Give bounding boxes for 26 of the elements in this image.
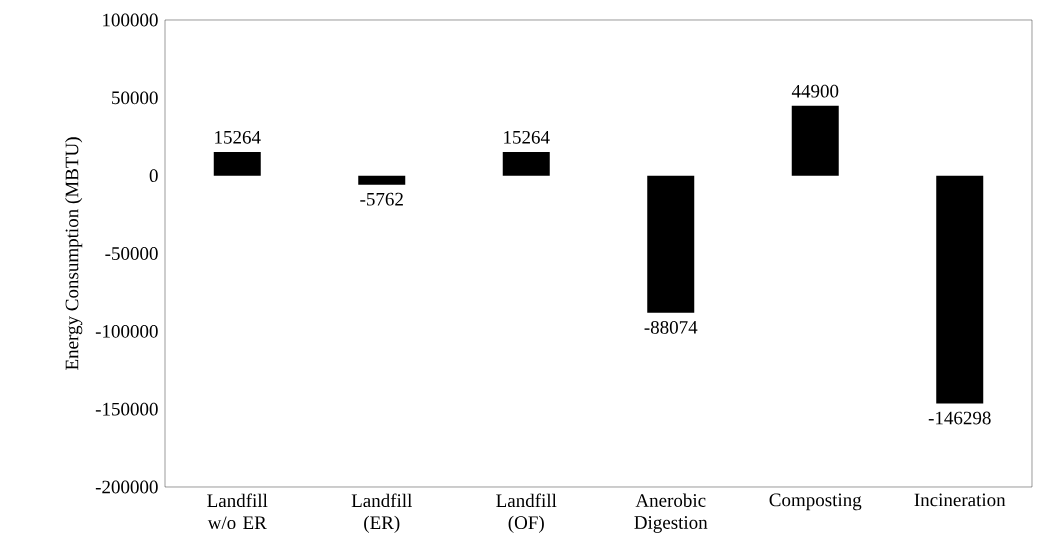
bar [791,105,839,176]
bar [936,175,984,404]
data-label: 15264 [504,130,550,144]
y-axis-title: Energy Consumption (MBTU) [65,137,83,370]
y-tick-label: 50000 [112,91,158,105]
x-tick-label: Landfill w/o ER [207,493,268,530]
y-tick-label: -150000 [95,402,158,416]
y-tick-label: 0 [149,169,158,183]
data-label: -146298 [928,411,991,425]
bar [213,151,261,176]
data-label: -88074 [644,320,698,334]
x-tick-label: Landfill (OF) [496,493,557,533]
x-tick-label: Anerobic Digestion [634,493,708,533]
bar [502,151,550,176]
x-tick-label: Landfill (ER) [351,493,412,533]
y-tick-label: -50000 [105,247,158,260]
y-tick-label: -200000 [95,480,158,494]
y-tick-label: 100000 [103,13,158,27]
y-tick-label: -100000 [95,324,158,338]
data-label: 15264 [215,130,261,144]
data-label: -5762 [360,192,403,206]
data-label: 44900 [791,84,839,98]
bar [647,175,695,313]
bar [358,175,406,185]
x-tick-label: Composting [769,493,862,511]
x-tick-label: Incineration [914,493,1006,507]
